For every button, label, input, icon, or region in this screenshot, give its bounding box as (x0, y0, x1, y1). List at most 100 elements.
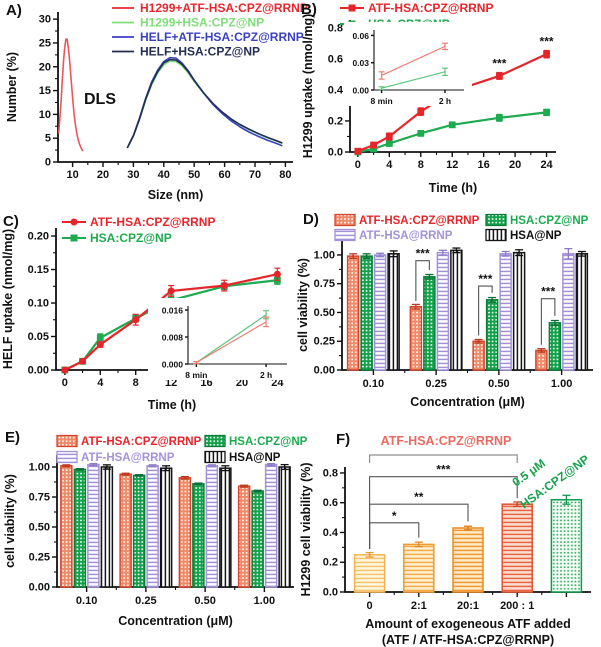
y-tick-label: 0.05 (28, 331, 49, 343)
y-tick-label: 20 (39, 61, 51, 73)
y-tick-label: 0.75 (314, 278, 335, 290)
panel-letter-f: F) (336, 431, 351, 448)
bar-series-ATF-HSA:CPZ@RRNP (60, 464, 251, 588)
h1299-cell-viability-bar-chart: 0.00 0.25 0.50 0.75 1.00 0.10 0.25 0.50 1.00 cell… (296, 213, 593, 409)
x-axis-title: Size (nm) (148, 188, 204, 202)
y-tick-label: 5 (45, 133, 51, 145)
significance-bracket (478, 285, 493, 336)
legend-label: HSA:CPZ@NP (90, 231, 172, 245)
helf-uptake-inset-chart: 0.000 0.008 0.016 8 min 2 h (148, 298, 293, 380)
x-tick-label: 8 min (371, 96, 393, 106)
y-tick-label: 0.016 (162, 306, 184, 316)
y-tick-label: 30 (39, 14, 51, 26)
x-tick-label: 80 (279, 169, 291, 181)
x-tick-label: 0 (367, 600, 373, 612)
h1299-uptake-chart: 0.0 0.2 0.4 0.6 0.8 0 4 8 12 16 20 24 H1299 uptake (… (301, 1, 556, 195)
legend-label: ATF-HSA:CPZ@RRNP (81, 436, 202, 448)
y-axis-title: cell viability (%) (296, 258, 310, 352)
legend-item-HSA:CPZ@NP: HSA:CPZ@NP (485, 213, 589, 227)
panel-d: D) 0.00 0.25 0.50 0.75 1.00 0.10 0.25 0.50 1.00 c… (296, 210, 601, 425)
legend-label: H1299+ATF-HSA:CPZ@RRNP (140, 1, 308, 15)
y-tick-label: 0.25 (314, 336, 335, 348)
y-tick-label: 10 (39, 109, 51, 121)
y-tick-label: 0 (45, 157, 51, 169)
bar-series-ATF-HSA@RRNP (373, 247, 575, 371)
x-axis-title-line2: (ATF / ATF-HSA:CPZ@RRNP) (382, 633, 554, 647)
x-axis-title: Time (h) (148, 398, 196, 412)
y-tick-label: 0.2 (323, 557, 338, 569)
x-axis-title: Concentration (μM) (118, 614, 233, 628)
y-axis-title: cell viability (%) (3, 474, 17, 568)
y-tick-label: 0.6 (328, 53, 343, 65)
x-tick-label: 2:1 (411, 600, 427, 612)
x-tick-label: 0.25 (425, 378, 446, 390)
x-tick-label: 50 (188, 169, 200, 181)
legend-item-ATF-HSA:CPZ@RRNP: ATF-HSA:CPZ@RRNP (56, 434, 202, 448)
legend-label: ATF-HSA:CPZ@RRNP (90, 215, 215, 229)
x-axis-title: Concentration (μM) (410, 395, 525, 409)
y-axis-title: Number (%) (5, 52, 19, 122)
x-tick-label: 8 (133, 377, 139, 389)
x-tick-label: 70 (249, 169, 261, 181)
y-tick-label: 0.25 (29, 552, 50, 564)
legend-item-ATF-HSA@RRNP: ATF-HSA@RRNP (56, 450, 175, 464)
legend-label: ATF-HSA:CPZ@RRNP (368, 1, 493, 15)
panel-letter-e: E) (5, 429, 20, 446)
series-HELF+HSA:CPZ@NP (126, 58, 283, 149)
series-ATF-HSA:CPZ@RRNP (354, 49, 550, 155)
y-axis-title: H1299 uptake (nmol/mg) (301, 14, 315, 158)
x-tick-label: 16 (200, 377, 212, 389)
series-ATF-HSA:CPZ@RRNP (378, 42, 448, 80)
x-tick-label: 20 (236, 377, 248, 389)
y-tick-label: 0.00 (314, 365, 335, 377)
helf-cell-viability-bar-chart: 0.00 0.25 0.50 0.75 1.00 0.10 0.25 0.50 1.00 cell… (3, 434, 308, 628)
bar-series-ATF-HSA@RRNP (87, 462, 278, 588)
x-tick-label: 40 (158, 169, 170, 181)
y-tick-label: 0.50 (314, 307, 335, 319)
significance-stars: *** (541, 285, 555, 299)
panel-b: B) 0.0 0.2 0.4 0.6 0.8 0 4 8 12 16 20 24 H1299 uptak… (300, 0, 601, 210)
legend-item-ATF-HSA:CPZ@RRNP: ATF-HSA:CPZ@RRNP (62, 215, 215, 229)
y-tick-label: 0.000 (162, 360, 184, 370)
significance-stars: *** (492, 56, 506, 70)
x-tick-label: 8 min (185, 370, 207, 380)
significance-bracket (540, 298, 556, 345)
bar-series-HSA@NP (100, 463, 291, 588)
x-tick-label: 0.50 (488, 378, 509, 390)
bar-series-HSA@NP (387, 247, 589, 371)
panel-letter-d: D) (303, 211, 319, 228)
group-bracket (369, 454, 518, 463)
legend-label: ATF-HSA@RRNP (81, 452, 175, 464)
panel-c: C) 0.00 0.05 0.10 0.15 0.20 0 4 8 12 16 20 24 HELF u… (0, 210, 300, 425)
x-tick-label: 200 : 1 (500, 600, 534, 612)
x-tick-label: 20 (97, 169, 109, 181)
x-tick-label: 4 (386, 159, 393, 171)
y-tick-label: 25 (39, 37, 51, 49)
y-tick-label: 0.0 (323, 587, 338, 599)
y-tick-label: 15 (39, 85, 51, 97)
legend-item-ATF-HSA:CPZ@RRNP: ATF-HSA:CPZ@RRNP (340, 1, 493, 15)
y-tick-label: 0.00 (352, 86, 369, 96)
legend-label: HSA@NP (229, 452, 281, 464)
panel-e: E) 0.00 0.25 0.50 0.75 1.00 0.10 0.25 0.50 1.00 c… (0, 425, 308, 647)
legend-label: HSA:CPZ@NP (510, 215, 589, 227)
legend-item-HSA@NP: HSA@NP (204, 450, 281, 464)
x-tick-label: 20 (509, 159, 521, 171)
legend-label: H1299+HSA:CPZ@NP (140, 16, 264, 30)
x-tick-label: 0 (355, 159, 361, 171)
x-tick-label: 20:1 (457, 600, 479, 612)
y-tick-label: 0.6 (323, 497, 338, 509)
bar-series-ATF-HSA:CPZ@RRNP (346, 253, 548, 371)
x-axis-title: Time (h) (429, 181, 477, 195)
significance-stars: *** (540, 35, 554, 49)
y-axis-title: H1299 cell viability (%) (299, 462, 313, 596)
legend-label: ATF-HSA:CPZ@RRNP (359, 215, 480, 227)
legend-label: ATF-HSA@RRNP (359, 230, 453, 242)
legend-item-HSA:CPZ@NP: HSA:CPZ@NP (62, 231, 172, 245)
panel-letter-a: A) (6, 2, 22, 19)
y-tick-label: 0.10 (28, 298, 49, 310)
series-H1299+HSA:CPZ@NP (126, 60, 283, 149)
y-tick-label: 0.8 (328, 22, 343, 34)
significance-stars: * (392, 509, 397, 523)
y-tick-label: 0.03 (352, 58, 369, 68)
